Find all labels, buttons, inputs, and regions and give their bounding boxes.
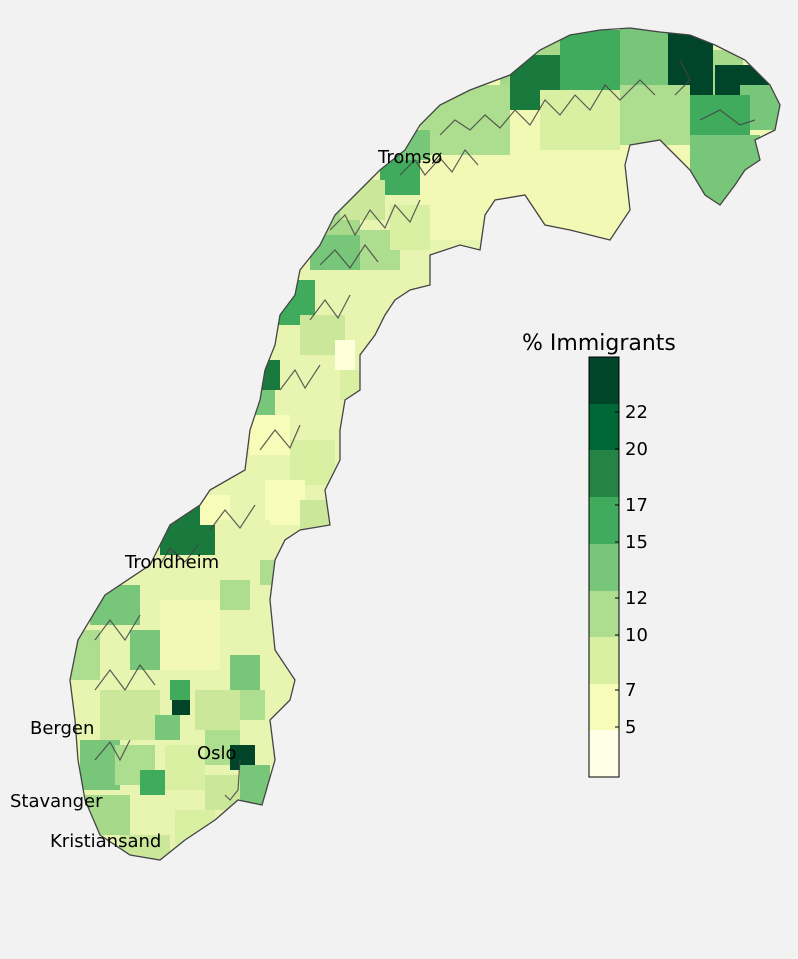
fjord-lines: [94, 59, 756, 801]
city-label-tromso: Tromsø: [377, 147, 442, 168]
colorbar-legend: % Immigrants 5 7 10 12 15 17 20 22: [522, 331, 676, 778]
colorbar-bin: [589, 357, 619, 404]
colorbar-bin: [589, 450, 619, 497]
colorbar-tick-label: 12: [625, 588, 648, 609]
city-label-kristiansand: Kristiansand: [50, 831, 161, 852]
colorbar-bin: [589, 730, 619, 777]
colorbar-tick-label: 17: [625, 495, 648, 516]
colorbar-tick-label: 22: [625, 402, 648, 423]
colorbar-bin: [589, 591, 619, 637]
colorbar-frame: [588, 356, 620, 778]
colorbar-tick-label: 15: [625, 532, 648, 553]
colorbar-bins: [589, 357, 619, 777]
colorbar-tick-label: 20: [625, 439, 648, 460]
colorbar-tick-label: 5: [625, 717, 636, 738]
colorbar-bin: [589, 684, 619, 730]
city-label-bergen: Bergen: [30, 718, 94, 739]
legend-title: % Immigrants: [522, 331, 676, 356]
city-label-stavanger: Stavanger: [10, 791, 103, 812]
colorbar-tick-label: 7: [625, 680, 636, 701]
colorbar-bin: [589, 497, 619, 544]
city-label-oslo: Oslo: [197, 743, 237, 764]
colorbar-bin: [589, 404, 619, 450]
colorbar-bin: [589, 544, 619, 591]
colorbar-ticks: 5 7 10 12 15 17 20 22: [615, 402, 648, 738]
colorbar-tick-label: 10: [625, 625, 648, 646]
city-label-trondheim: Trondheim: [124, 552, 219, 573]
colorbar-bin: [589, 637, 619, 684]
coastline: [69, 27, 781, 861]
